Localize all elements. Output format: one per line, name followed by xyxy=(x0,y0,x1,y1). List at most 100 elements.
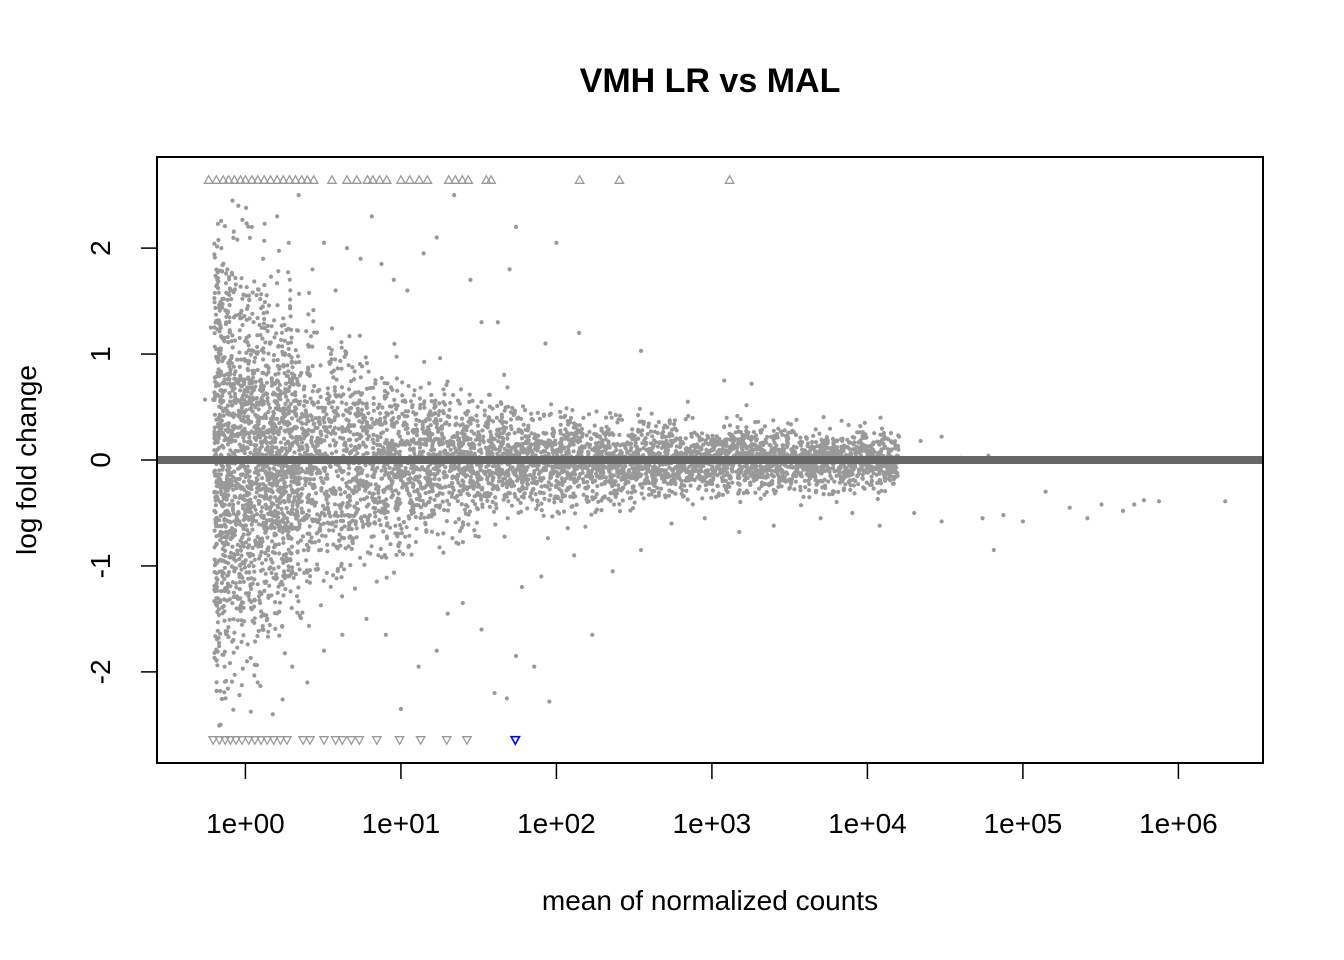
data-point xyxy=(806,488,812,493)
data-point xyxy=(371,446,376,451)
data-point xyxy=(232,287,237,292)
data-point xyxy=(264,579,269,584)
data-point xyxy=(346,544,351,549)
data-point xyxy=(348,379,354,384)
data-point xyxy=(260,561,265,566)
data-point xyxy=(528,447,534,453)
data-point xyxy=(577,423,582,428)
data-point xyxy=(782,428,787,433)
data-point xyxy=(410,403,415,408)
data-point xyxy=(317,415,322,420)
data-point xyxy=(234,606,239,611)
data-point xyxy=(280,623,285,629)
data-point xyxy=(305,500,310,505)
data-point xyxy=(267,497,272,502)
data-point xyxy=(214,688,219,694)
data-point xyxy=(257,322,262,327)
data-point xyxy=(761,443,766,448)
data-point xyxy=(262,221,267,226)
data-point xyxy=(237,335,242,341)
data-point xyxy=(292,469,297,474)
data-point xyxy=(817,431,822,436)
data-point xyxy=(275,416,280,421)
data-point xyxy=(722,425,727,430)
data-point xyxy=(243,468,248,473)
data-point xyxy=(286,346,291,352)
data-point xyxy=(272,335,277,340)
data-point xyxy=(778,429,784,434)
data-point xyxy=(286,408,291,413)
data-point xyxy=(314,471,319,476)
data-point xyxy=(273,600,278,605)
data-point xyxy=(484,464,489,469)
data-point xyxy=(447,490,452,495)
data-point xyxy=(659,476,665,481)
data-point xyxy=(614,448,619,453)
data-point xyxy=(235,618,240,623)
data-point xyxy=(556,511,562,516)
data-point xyxy=(217,413,222,418)
data-point xyxy=(528,473,533,478)
data-point xyxy=(625,449,630,454)
data-point xyxy=(239,276,244,281)
data-point xyxy=(419,441,424,447)
data-point xyxy=(293,390,298,395)
data-point xyxy=(857,430,863,435)
data-point xyxy=(802,478,808,483)
data-point xyxy=(248,482,253,487)
data-point xyxy=(282,413,288,418)
data-point xyxy=(254,293,259,298)
data-point xyxy=(285,533,290,538)
data-point xyxy=(229,353,234,359)
data-point xyxy=(422,515,427,520)
data-point xyxy=(432,497,437,502)
data-point xyxy=(220,296,225,302)
data-point xyxy=(376,447,381,452)
data-point xyxy=(437,505,442,510)
data-point xyxy=(381,499,386,504)
data-point xyxy=(735,449,740,454)
data-point xyxy=(505,385,510,390)
data-point xyxy=(458,492,463,497)
data-point xyxy=(822,452,827,457)
data-point xyxy=(400,380,405,385)
data-point xyxy=(467,392,472,397)
data-point xyxy=(468,478,473,483)
data-point xyxy=(356,479,361,484)
data-point xyxy=(347,334,352,339)
data-point xyxy=(307,290,312,295)
data-point xyxy=(235,551,240,557)
data-point xyxy=(667,418,672,423)
data-point xyxy=(472,528,477,533)
data-point xyxy=(757,486,762,491)
data-point xyxy=(535,499,540,504)
data-point xyxy=(231,475,236,480)
data-point xyxy=(609,491,614,496)
data-point xyxy=(623,478,628,483)
data-point xyxy=(462,507,467,512)
data-point xyxy=(684,470,689,475)
data-point xyxy=(227,303,232,308)
data-point xyxy=(824,435,830,440)
data-point xyxy=(453,520,458,525)
data-point xyxy=(529,431,534,436)
data-point xyxy=(392,341,397,346)
data-point xyxy=(403,466,408,471)
data-point xyxy=(717,463,722,468)
data-point xyxy=(689,431,694,436)
data-point xyxy=(700,496,705,501)
data-point xyxy=(335,366,340,371)
data-point xyxy=(353,390,358,395)
data-point xyxy=(495,403,500,409)
data-point xyxy=(606,441,611,446)
data-point xyxy=(308,334,314,339)
data-point xyxy=(494,506,499,511)
data-point xyxy=(441,531,446,536)
data-point xyxy=(410,484,415,489)
data-point xyxy=(263,557,268,562)
data-point xyxy=(611,502,617,507)
data-point xyxy=(633,440,638,446)
data-point xyxy=(222,339,227,344)
data-point xyxy=(441,387,446,392)
data-point xyxy=(346,437,351,443)
